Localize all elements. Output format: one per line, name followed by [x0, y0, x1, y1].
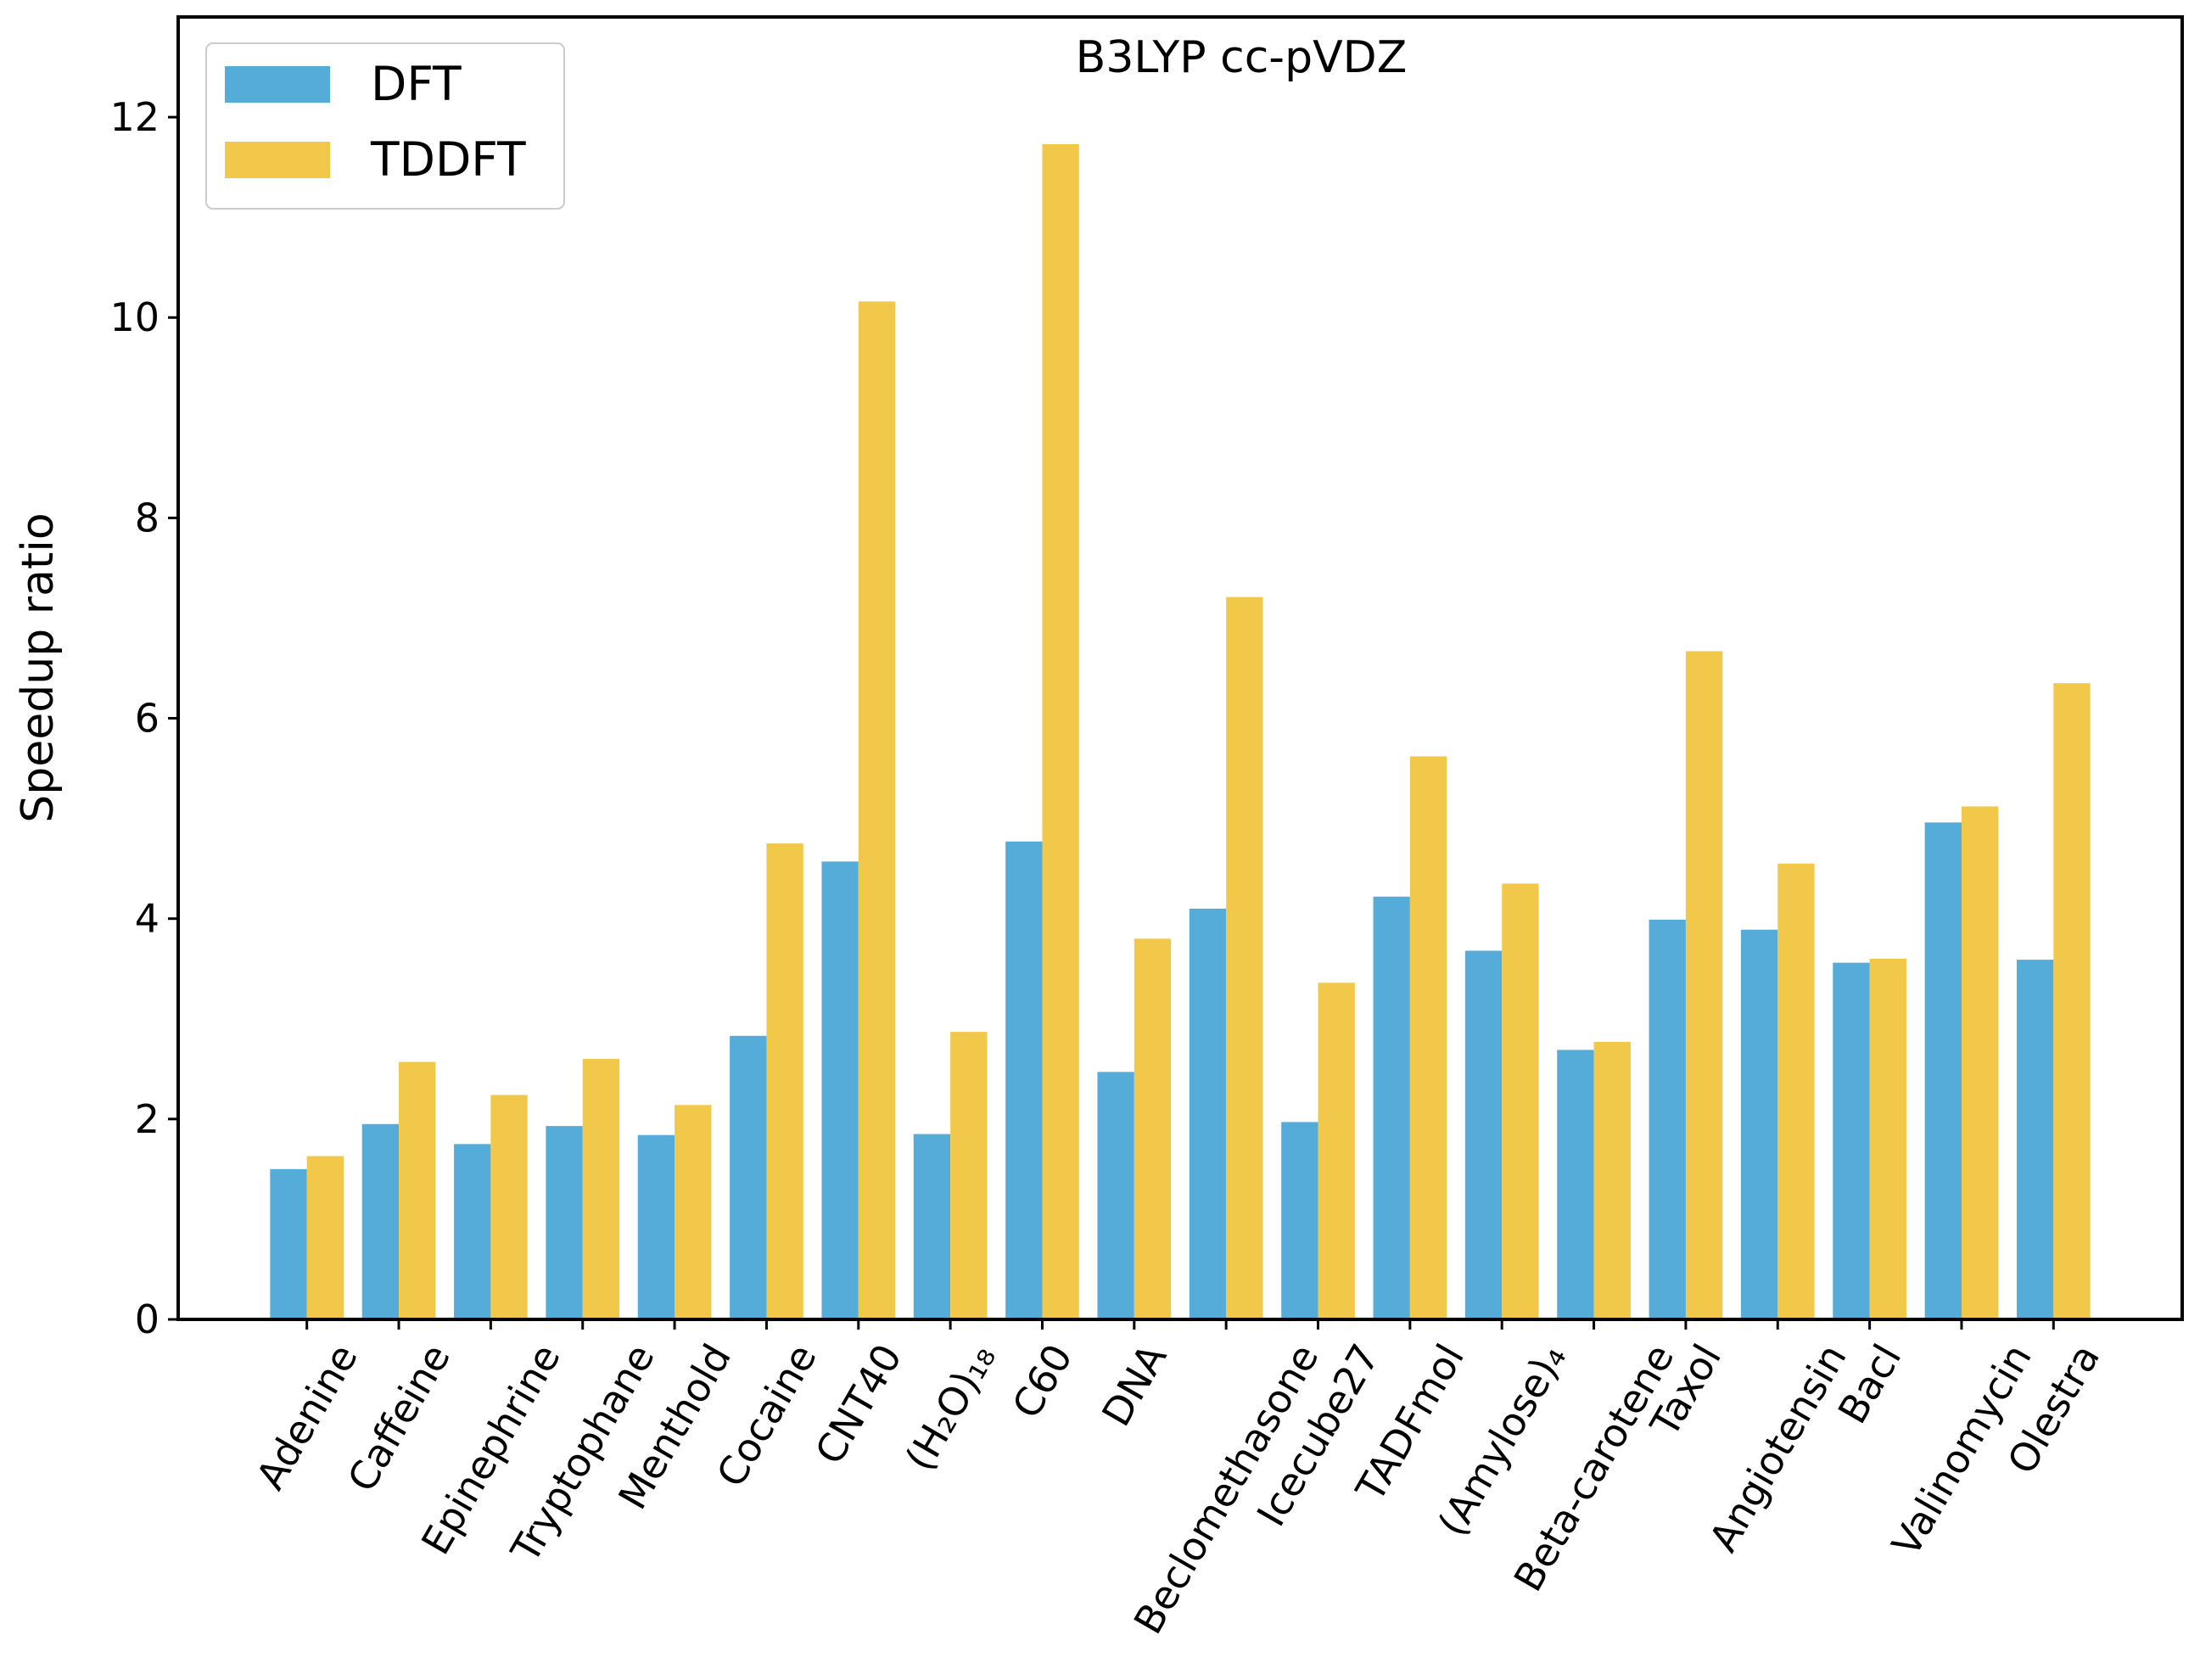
bar — [1097, 1072, 1134, 1319]
bar — [399, 1061, 436, 1319]
bar — [306, 1156, 344, 1319]
y-tick-label: 4 — [135, 896, 160, 942]
bar — [2016, 960, 2054, 1319]
y-tick-label: 8 — [135, 495, 160, 540]
bar — [730, 1035, 767, 1319]
bar — [1502, 883, 1539, 1319]
bar — [1685, 651, 1723, 1319]
bar — [1464, 950, 1503, 1319]
bar — [1869, 958, 1906, 1319]
bar — [1961, 806, 1999, 1319]
y-tick-label: 0 — [135, 1296, 160, 1342]
y-tick-label: 2 — [135, 1096, 160, 1142]
bar — [858, 301, 896, 1319]
bar — [950, 1032, 988, 1319]
bar — [1557, 1050, 1594, 1319]
bar — [1924, 822, 1962, 1319]
bar — [675, 1105, 712, 1319]
bar — [454, 1144, 491, 1319]
bar — [1777, 863, 1815, 1319]
bar — [913, 1134, 951, 1319]
bar — [1226, 596, 1263, 1319]
bar — [2053, 683, 2091, 1319]
legend-swatch — [225, 142, 330, 178]
chart-title: B3LYP cc-pVDZ — [1076, 32, 1408, 83]
x-tick-label: C60 — [1003, 1336, 1081, 1426]
bar — [1042, 143, 1079, 1320]
bar — [1318, 983, 1355, 1319]
bar — [766, 843, 803, 1319]
bar — [1593, 1041, 1631, 1319]
legend: DFT TDDFT — [205, 42, 565, 210]
bar — [1189, 908, 1227, 1319]
bar — [1740, 929, 1778, 1319]
legend-label: DFT — [371, 57, 462, 111]
bar — [1833, 962, 1870, 1319]
bar — [1281, 1122, 1318, 1319]
bar — [546, 1126, 583, 1319]
bar — [821, 861, 859, 1319]
x-tick-label: Bacl — [1829, 1336, 1911, 1431]
x-tick-label: DNA — [1093, 1336, 1176, 1434]
bar — [1005, 841, 1043, 1319]
bar — [361, 1123, 400, 1319]
bar — [582, 1059, 620, 1319]
legend-label: TDDFT — [370, 132, 526, 187]
bar — [1373, 896, 1410, 1319]
bar — [270, 1168, 307, 1319]
y-axis-label: Speedup ratio — [13, 512, 64, 822]
plot-frame — [176, 15, 2184, 1321]
y-tick-label: 6 — [135, 696, 160, 742]
x-tick-label: (H₂O)₁₈ — [896, 1336, 1005, 1478]
bar — [637, 1134, 675, 1319]
bar — [1134, 938, 1172, 1319]
x-tick-label: CNT40 — [806, 1336, 910, 1472]
y-tick-label: 10 — [109, 294, 160, 340]
bar — [1409, 756, 1447, 1319]
y-tick-label: 12 — [109, 94, 160, 140]
bar — [1649, 919, 1686, 1319]
bar — [490, 1095, 528, 1319]
legend-swatch — [225, 66, 330, 103]
